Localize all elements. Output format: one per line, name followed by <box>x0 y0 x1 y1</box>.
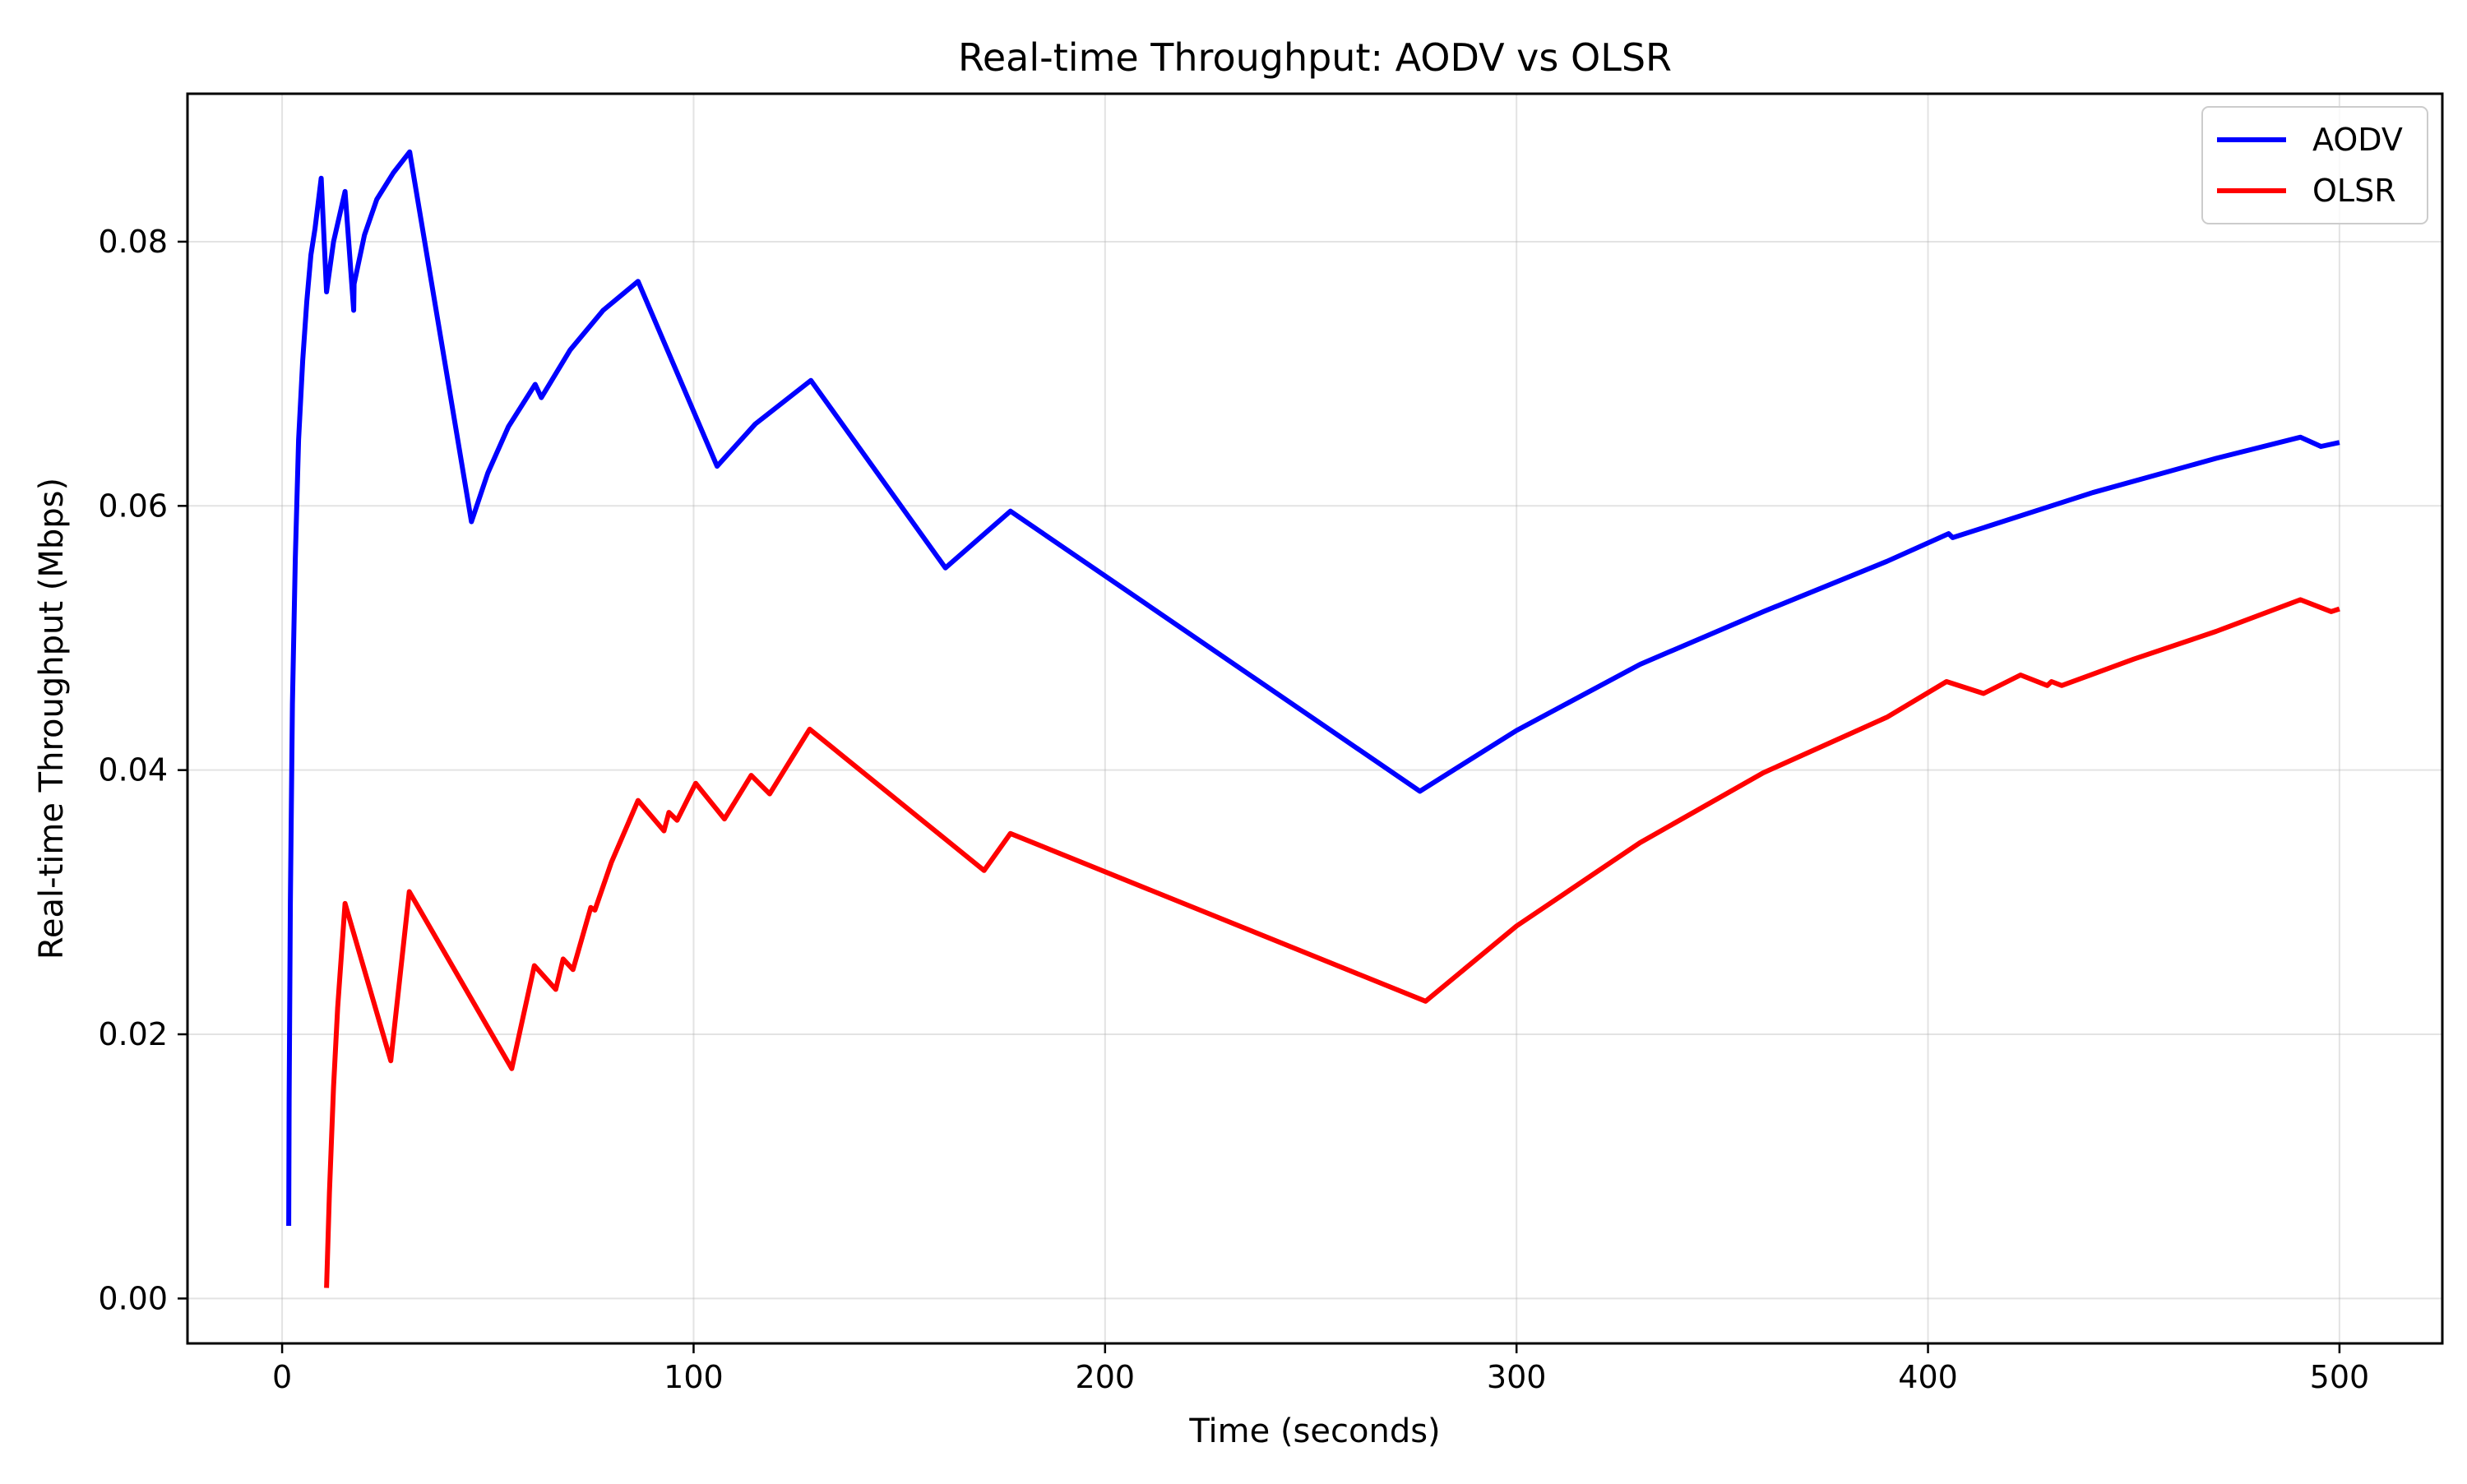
x-tick-label: 400 <box>1898 1359 1958 1395</box>
plot-frame <box>186 92 2444 1345</box>
series-line-olsr <box>324 597 2340 1288</box>
y-tick-label: 0.04 <box>98 752 168 788</box>
series-line-aodv <box>286 149 2340 1227</box>
x-tick-label: 500 <box>2310 1359 2370 1395</box>
legend-label-olsr: OLSR <box>2312 173 2396 209</box>
y-tick-label: 0.00 <box>98 1280 168 1316</box>
y-tick-label: 0.08 <box>98 224 168 260</box>
series-layer <box>286 149 2340 1288</box>
legend-label-aodv: AODV <box>2312 122 2403 158</box>
legend: AODV OLSR <box>2201 106 2428 224</box>
y-axis-label: Real-time Throughput (Mbps) <box>33 478 71 959</box>
y-tick-label: 0.02 <box>98 1016 168 1052</box>
tick-layer: 0 100 200 300 400 500 0.00 0.02 0.04 0.06 0.08 <box>98 224 2369 1395</box>
x-tick-label: 0 <box>272 1359 292 1395</box>
x-tick-label: 300 <box>1487 1359 1547 1395</box>
x-tick-label: 100 <box>664 1359 724 1395</box>
x-axis-label: Time (seconds) <box>1188 1412 1440 1450</box>
y-tick-label: 0.06 <box>98 488 168 524</box>
x-tick-label: 200 <box>1076 1359 1136 1395</box>
chart-title: Real-time Throughput: AODV vs OLSR <box>958 35 1672 80</box>
legend-box <box>2201 106 2428 224</box>
grid-layer <box>187 94 2442 1343</box>
